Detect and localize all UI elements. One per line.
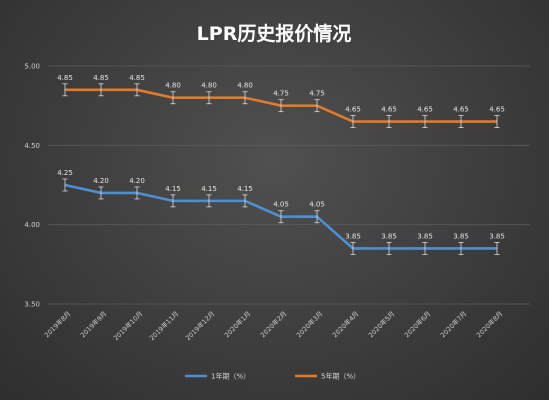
data-label: 4.80 xyxy=(165,82,181,90)
x-tick-label: 2020年6月 xyxy=(402,309,432,339)
error-bar xyxy=(386,242,392,255)
x-tick-label: 2019年12月 xyxy=(183,309,216,342)
error-bar xyxy=(134,83,140,97)
error-bar xyxy=(458,115,464,128)
error-bar xyxy=(278,99,284,113)
y-tick-label: 5.00 xyxy=(24,63,40,71)
error-bar xyxy=(134,186,140,200)
x-tick-label: 2020年7月 xyxy=(438,309,468,339)
data-label: 4.20 xyxy=(93,177,109,185)
x-tick-label: 2020年3月 xyxy=(294,309,324,339)
error-bar xyxy=(494,242,500,255)
data-label: 4.05 xyxy=(273,201,289,209)
grid-layer xyxy=(48,65,530,305)
error-bar xyxy=(98,83,104,97)
y-axis: 3.50 4.00 4.50 5.00 xyxy=(24,63,40,309)
legend: 1年期（%） 5年期（%） xyxy=(185,372,360,381)
data-label: 4.05 xyxy=(309,201,325,209)
data-label: 4.15 xyxy=(201,185,217,193)
error-bar xyxy=(386,115,392,128)
chart-title: LPR历史报价情况 xyxy=(197,22,352,45)
data-label: 4.80 xyxy=(237,82,253,90)
error-bar xyxy=(422,115,428,128)
y-tick-label: 4.50 xyxy=(24,142,40,150)
error-bar xyxy=(242,91,248,105)
y-tick-label: 4.00 xyxy=(24,221,40,229)
error-bar xyxy=(314,99,320,113)
error-bar xyxy=(278,210,284,224)
data-label: 4.15 xyxy=(237,185,253,193)
data-label: 4.75 xyxy=(273,90,289,98)
series-layer: 4.25 4.20 4.20 4.15 4.15 4.15 4.05 4.05 3.85 3.85… xyxy=(57,74,505,255)
legend-label: 5年期（%） xyxy=(321,372,360,381)
error-bar xyxy=(170,91,176,105)
data-label: 4.85 xyxy=(57,74,73,82)
error-bar xyxy=(350,115,356,128)
error-bar xyxy=(494,115,500,128)
data-label: 4.85 xyxy=(93,74,109,82)
legend-item-1: 1年期（%） xyxy=(185,372,250,381)
data-label: 4.65 xyxy=(453,106,469,114)
x-tick-label: 2019年11月 xyxy=(147,309,180,342)
error-bar xyxy=(350,242,356,255)
data-label: 3.85 xyxy=(381,232,397,240)
error-bar xyxy=(242,194,248,208)
x-tick-label: 2020年2月 xyxy=(258,309,288,339)
data-label: 4.65 xyxy=(345,106,361,114)
data-label: 4.85 xyxy=(129,74,145,82)
error-bar xyxy=(62,178,68,192)
series-1: 4.25 4.20 4.20 4.15 4.15 4.15 4.05 4.05 3.85 3.85… xyxy=(57,169,505,255)
data-label: 4.20 xyxy=(129,177,145,185)
data-label: 4.80 xyxy=(201,82,217,90)
error-bar xyxy=(62,83,68,97)
error-bar xyxy=(206,194,212,208)
error-bar xyxy=(422,242,428,255)
error-bar xyxy=(98,186,104,200)
data-label: 4.65 xyxy=(489,106,505,114)
x-tick-label: 2020年5月 xyxy=(366,309,396,339)
legend-label: 1年期（%） xyxy=(211,372,250,381)
error-bar xyxy=(170,194,176,208)
error-bar xyxy=(458,242,464,255)
data-label: 4.65 xyxy=(381,106,397,114)
data-label: 4.65 xyxy=(417,106,433,114)
x-tick-label: 2019年9月 xyxy=(78,309,108,339)
error-bar xyxy=(314,210,320,224)
x-tick-label: 2019年8月 xyxy=(42,309,72,339)
error-bar xyxy=(206,91,212,105)
series-2: 4.85 4.85 4.85 4.80 4.80 4.80 4.75 4.75 4.65 4.65… xyxy=(57,74,505,128)
x-tick-label: 2020年4月 xyxy=(330,309,360,339)
y-tick-label: 3.50 xyxy=(24,301,40,309)
data-label: 4.75 xyxy=(309,90,325,98)
data-label: 3.85 xyxy=(345,232,361,240)
data-label: 4.25 xyxy=(57,169,73,177)
x-axis: 2019年8月 2019年9月 2019年10月 2019年11月 2019年12月 20… xyxy=(42,309,504,342)
data-label: 4.15 xyxy=(165,185,181,193)
data-label: 3.85 xyxy=(489,232,505,240)
x-tick-label: 2020年8月 xyxy=(474,309,504,339)
data-label: 3.85 xyxy=(417,232,433,240)
legend-item-2: 5年期（%） xyxy=(295,372,360,381)
data-label: 3.85 xyxy=(453,232,469,240)
x-tick-label: 2019年10月 xyxy=(111,309,144,342)
x-tick-label: 2020年1月 xyxy=(222,309,252,339)
